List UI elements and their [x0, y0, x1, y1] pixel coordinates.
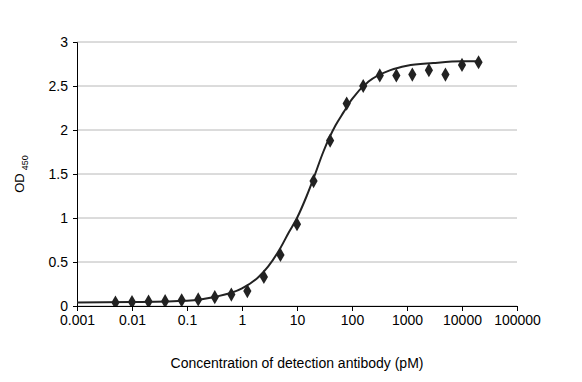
data-point — [276, 248, 284, 262]
tick: 0 — [60, 298, 77, 314]
data-point — [392, 68, 400, 82]
chart: 0.001 0.01 0.1 1 10 100 1000 10000 100000 0 0.5 1 1.… — [0, 0, 582, 382]
tick: 100000 — [494, 306, 541, 328]
tick: 2.5 — [49, 78, 77, 94]
tick-mark — [462, 306, 463, 311]
grid-line — [77, 262, 517, 263]
tick-label: 2.5 — [49, 78, 69, 94]
plot-area — [77, 55, 483, 306]
tick-mark — [132, 306, 133, 311]
tick: 1000 — [392, 306, 423, 328]
tick: 10000 — [443, 306, 482, 328]
tick-mark — [517, 306, 518, 311]
tick: 0.1 — [178, 306, 198, 328]
tick: 0.5 — [49, 254, 77, 270]
tick: 2 — [60, 122, 77, 138]
grid-line — [77, 42, 517, 43]
data-point — [425, 63, 433, 77]
data-point — [111, 295, 119, 306]
tick-label: 0 — [60, 298, 68, 314]
tick-label: 0.5 — [49, 254, 69, 270]
tick: 0.01 — [119, 306, 146, 328]
tick-mark — [73, 86, 77, 87]
tick-mark — [73, 174, 77, 175]
grid — [77, 42, 517, 306]
tick-mark — [73, 42, 77, 43]
data-point — [458, 58, 466, 72]
data-point — [128, 295, 136, 306]
tick-label: 1 — [60, 210, 68, 226]
y-axis: 0 0.5 1 1.5 2 2.5 3 — [49, 34, 78, 314]
tick: 1 — [239, 306, 247, 328]
tick-mark — [73, 262, 77, 263]
grid-line — [77, 130, 517, 131]
tick-label: 10 — [290, 312, 306, 328]
tick-mark — [187, 306, 188, 311]
tick-mark — [73, 130, 77, 131]
tick-mark — [297, 306, 298, 311]
x-axis-title: Concentration of detection antibody (pM) — [171, 355, 424, 371]
tick-label: 100000 — [494, 312, 541, 328]
grid-line — [77, 86, 517, 87]
tick-mark — [73, 306, 77, 307]
tick-label: 0.01 — [119, 312, 146, 328]
tick-label: 0.001 — [60, 312, 95, 328]
x-axis: 0.001 0.01 0.1 1 10 100 1000 10000 100000 — [60, 306, 541, 328]
tick-label: 1000 — [392, 312, 423, 328]
data-point — [441, 67, 449, 81]
tick: 1.5 — [49, 166, 77, 182]
tick-label: 0.1 — [178, 312, 198, 328]
tick: 100 — [341, 306, 365, 328]
tick-mark — [352, 306, 353, 311]
fit-curve — [77, 61, 479, 302]
y-axis-line — [73, 43, 78, 307]
tick: 3 — [60, 34, 77, 50]
tick-label: 100 — [341, 312, 365, 328]
data-point — [178, 293, 186, 306]
data-point — [144, 295, 152, 306]
tick-label: 10000 — [443, 312, 482, 328]
tick-mark — [73, 218, 77, 219]
tick-label: 2 — [60, 122, 68, 138]
grid-line — [77, 174, 517, 175]
tick-label: 1 — [239, 312, 247, 328]
x-axis-line — [78, 307, 518, 312]
data-point — [161, 294, 169, 306]
data-point — [408, 67, 416, 81]
tick: 10 — [290, 306, 306, 328]
tick-label: 3 — [60, 34, 68, 50]
tick-mark — [242, 306, 243, 311]
tick: 1 — [60, 210, 77, 226]
tick-mark — [407, 306, 408, 311]
y-axis-title: OD450 — [12, 155, 30, 193]
tick-label: 1.5 — [49, 166, 69, 182]
